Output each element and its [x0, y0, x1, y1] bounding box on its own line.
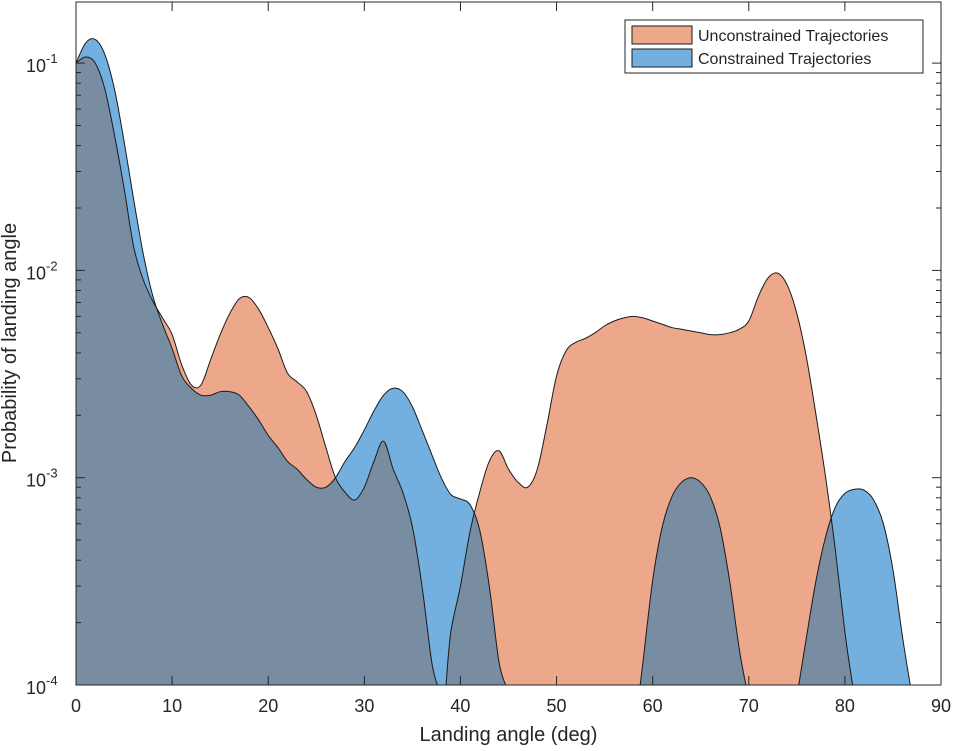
series-line-3 — [639, 477, 747, 685]
y-tick-label: 10-2 — [26, 258, 58, 283]
x-tick-label: 50 — [547, 696, 567, 716]
x-tick-label: 70 — [739, 696, 759, 716]
x-tick-label: 80 — [835, 696, 855, 716]
axis-ticks — [75, 2, 942, 686]
x-tick-label: 10 — [162, 696, 182, 716]
series-line-2 — [76, 38, 507, 685]
series-line-1 — [445, 272, 854, 685]
x-tick-label: 60 — [643, 696, 663, 716]
x-tick-labels: 0 10 20 30 40 50 60 70 80 90 — [71, 696, 951, 716]
series-line-4 — [798, 488, 911, 685]
legend-label: Unconstrained Trajectories — [698, 28, 888, 45]
x-tick-label: 20 — [258, 696, 278, 716]
x-tick-label: 40 — [450, 696, 470, 716]
x-tick-label: 30 — [354, 696, 374, 716]
series-line-0 — [76, 56, 438, 685]
x-tick-label: 0 — [71, 696, 81, 716]
legend-swatch — [631, 48, 693, 68]
y-tick-labels: 10-4 10-3 10-2 10-1 — [26, 51, 58, 698]
y-tick-label: 10-1 — [26, 51, 58, 76]
legend-swatch — [631, 25, 693, 45]
y-tick-label: 10-3 — [26, 466, 58, 491]
y-tick-label: 10-4 — [26, 673, 58, 698]
legend: Unconstrained Trajectories Constrained Tr… — [624, 19, 924, 74]
y-axis-label: Probability of landing angle — [0, 223, 21, 463]
plot-frame — [75, 1, 942, 686]
x-tick-label: 90 — [931, 696, 951, 716]
series-area-1 — [446, 272, 853, 685]
series-outlines — [76, 38, 911, 685]
legend-label: Constrained Trajectories — [698, 51, 871, 68]
x-axis-label: Landing angle (deg) — [420, 724, 598, 746]
